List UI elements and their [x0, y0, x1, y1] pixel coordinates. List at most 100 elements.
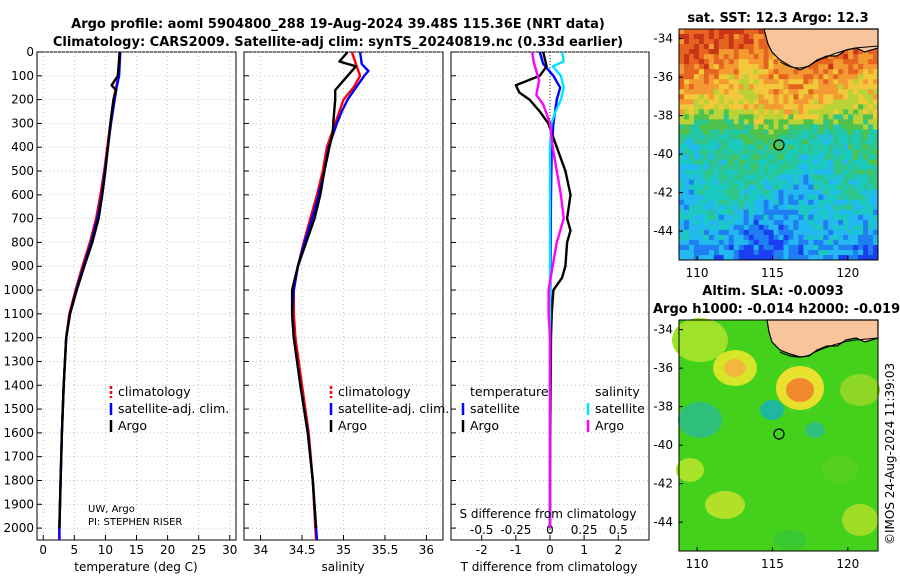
sst-cell [818, 219, 824, 226]
sst-cell [713, 244, 720, 251]
sst-cell [783, 179, 789, 186]
sst-cell [728, 74, 735, 80]
sst-cell [693, 234, 700, 241]
sst-cell [683, 229, 690, 236]
sst-cell [713, 74, 720, 80]
sst-cell [758, 234, 764, 241]
sst-cell [688, 94, 695, 100]
sst-cell [703, 154, 710, 160]
sst-cell [733, 89, 740, 95]
sst-cell [679, 239, 685, 246]
sst-cell [753, 119, 760, 125]
sst-cell [793, 189, 799, 196]
sst-cell [848, 109, 854, 115]
sst-cell [713, 189, 720, 196]
sst-cell [803, 74, 809, 80]
sst-cell [868, 99, 874, 105]
sst-cell [863, 244, 869, 251]
sst-cell [808, 219, 814, 226]
sst-cell [838, 239, 844, 246]
salinity-xlabel: salinity [321, 560, 364, 574]
sst-cell [843, 234, 849, 241]
sst-cell [858, 189, 864, 196]
sst-cell [723, 74, 730, 80]
sst-cell [783, 209, 789, 216]
sst-cell [679, 59, 685, 65]
sst-cell [823, 89, 829, 95]
sla_map-lat-label-2: -38 [653, 400, 673, 414]
sst-cell [753, 249, 760, 256]
sst-cell [688, 219, 695, 226]
sst-cell [858, 99, 864, 105]
sst-cell [768, 254, 774, 261]
sst-cell [823, 199, 829, 206]
depth-tick-label-1600: 1600 [3, 426, 34, 440]
sst-cell [788, 179, 794, 186]
sst-cell [833, 174, 839, 181]
sst-cell [848, 144, 854, 150]
sst-cell [768, 249, 774, 256]
sst-cell [798, 129, 804, 135]
sst-cell [778, 239, 784, 246]
sst-cell [813, 99, 819, 105]
sst-cell [728, 44, 735, 50]
sst-cell [873, 154, 879, 160]
sst-cell [808, 234, 814, 241]
sst-cell [858, 159, 864, 165]
sst-cell [873, 129, 879, 135]
difference-t-tick-labels: -2 -1 0 1 2 [476, 543, 622, 557]
sst-cell [703, 209, 710, 216]
sst-cell [848, 194, 854, 201]
sst-cell [733, 104, 740, 110]
sst-cell [693, 124, 700, 130]
sst-cell [713, 69, 720, 75]
sst-cell [838, 164, 844, 171]
sst-cell [728, 64, 735, 70]
sst-cell [803, 199, 809, 206]
sst-cell [783, 169, 789, 176]
difference-s-tick-label-3: 0.25 [571, 523, 598, 537]
sst-cell [813, 104, 819, 110]
sst-cell [788, 189, 794, 196]
sst-cell [813, 244, 819, 251]
sst-cell [693, 49, 700, 55]
sst-cell [763, 69, 769, 75]
sst-cell [803, 89, 809, 95]
sst-cell [778, 69, 784, 75]
sst-cell [713, 59, 720, 65]
sst-cell [773, 239, 779, 246]
sst-cell [738, 94, 745, 100]
sst-cell [808, 69, 814, 75]
sst-cell [683, 189, 690, 196]
sst-cell [818, 139, 824, 145]
sst-cell [813, 154, 819, 160]
sst-cell [818, 204, 824, 211]
sst-cell [763, 129, 769, 135]
sst-cell [793, 179, 799, 186]
sst-cell [723, 49, 730, 55]
temperature-line-argo [58, 51, 121, 529]
sst-cell [778, 234, 784, 241]
sst-cell [803, 169, 809, 176]
sst-cell [679, 39, 685, 45]
sst-cell [783, 94, 789, 100]
sst-cell [783, 99, 789, 105]
sst-cell [768, 184, 774, 191]
sst-cell [788, 219, 794, 226]
sst-cell [763, 99, 769, 105]
sst-cell [698, 84, 705, 90]
sst-cell [713, 64, 720, 70]
sst-cell [813, 149, 819, 155]
sst-cell [783, 84, 789, 90]
sst-cell [713, 149, 720, 155]
sst-cell [813, 224, 819, 231]
sst-cell [708, 74, 715, 80]
sst-cell [828, 214, 834, 221]
sst-cell [753, 109, 760, 115]
sst-cell [818, 79, 824, 85]
sst-cell [793, 79, 799, 85]
sst-cell [838, 109, 844, 115]
sst-cell [798, 244, 804, 251]
sst-cell [828, 244, 834, 251]
sla-map-x-tick-labels: 110 115 120 [686, 547, 859, 571]
